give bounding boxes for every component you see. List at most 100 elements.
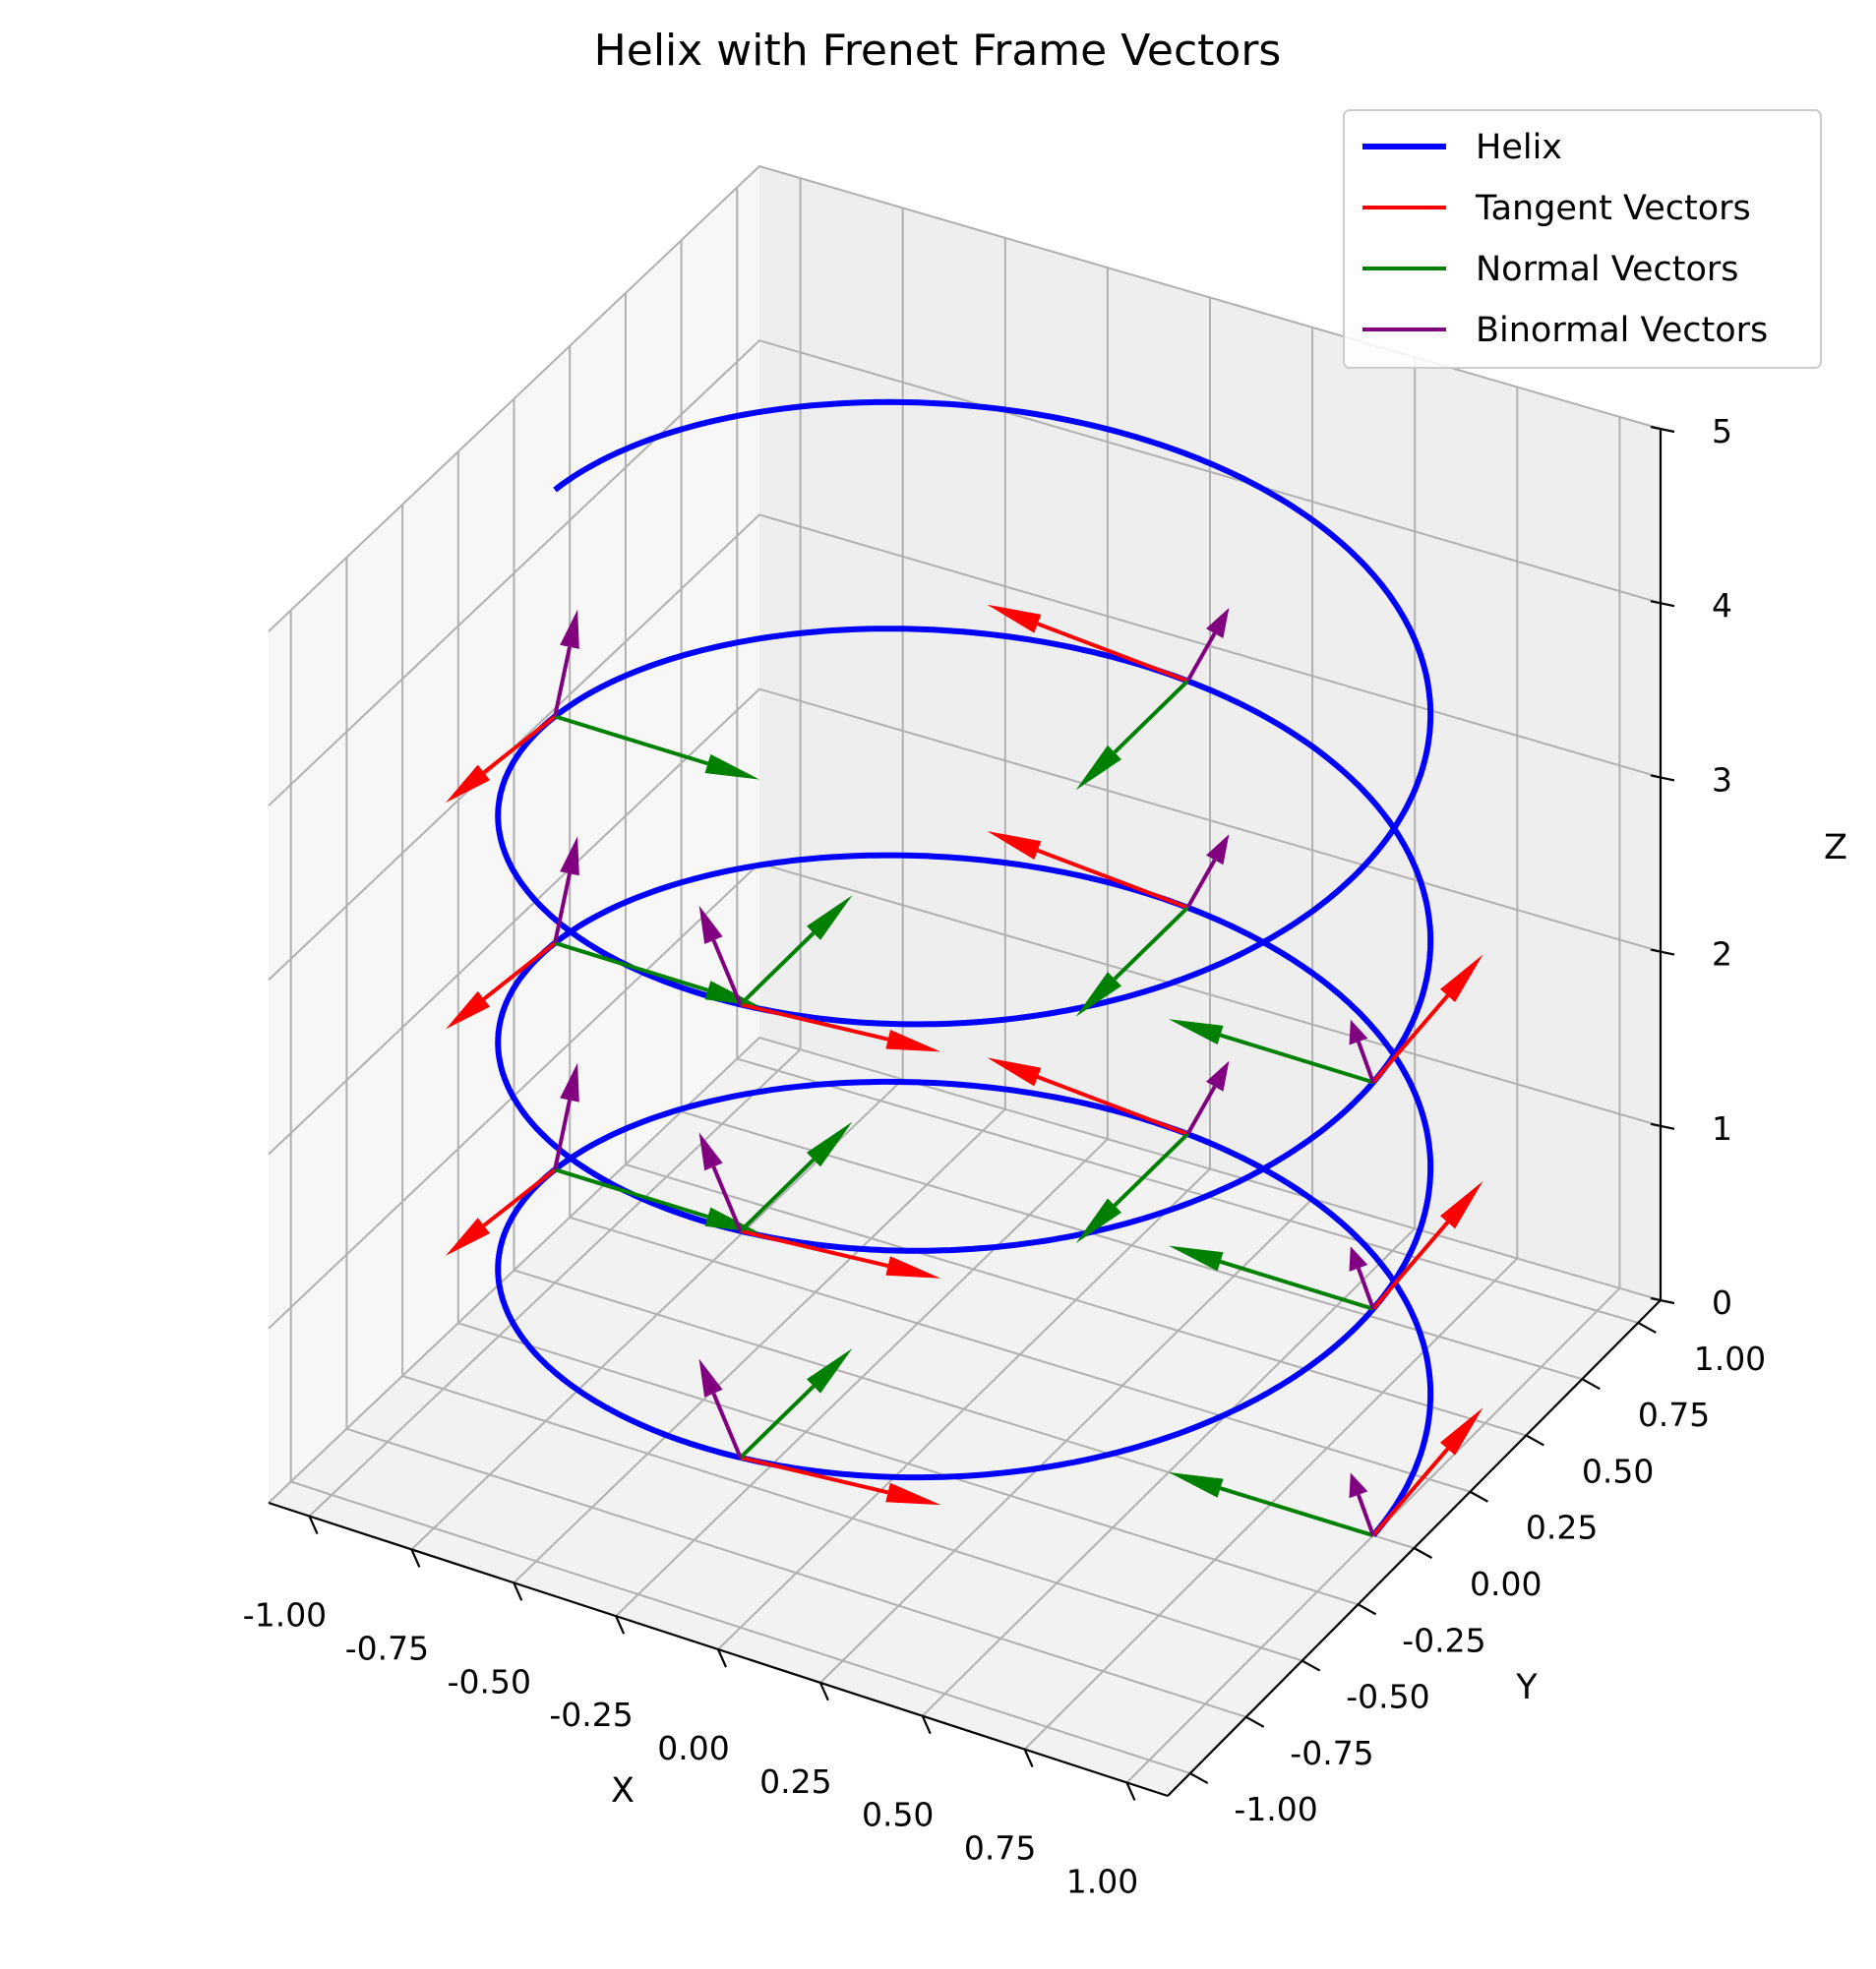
normal-vector-shaft xyxy=(1219,1259,1374,1311)
y-tick-label: 0.25 xyxy=(1526,1509,1598,1547)
tangent-vector-shaft xyxy=(740,1002,889,1042)
y-tick-label: -1.00 xyxy=(1234,1790,1317,1828)
y-tick-label: -0.75 xyxy=(1290,1734,1373,1772)
x-tick-label: 0.25 xyxy=(759,1762,831,1801)
tangent-vector-shaft xyxy=(740,1228,889,1269)
normal-vector-shaft xyxy=(554,940,709,992)
tangent-vector-head xyxy=(987,604,1042,633)
x-axis-label: X xyxy=(611,1771,635,1811)
normal-vector-head xyxy=(1075,1198,1121,1244)
x-tick-mark xyxy=(1125,1782,1136,1801)
tangent-vector-head xyxy=(446,764,491,804)
x-tick-mark xyxy=(308,1516,319,1534)
binormal-vector-shaft xyxy=(1185,859,1217,909)
z-tick-mark xyxy=(1650,774,1675,782)
y-tick-label: -0.25 xyxy=(1402,1621,1485,1659)
tick-labels: -1.00 -0.75 -0.50 -0.25 0.00 0.25 0.50 0.75 1.00… xyxy=(243,412,1766,1901)
plot-area xyxy=(446,398,1483,1538)
binormal-vector-head xyxy=(698,905,723,944)
x-tick-mark xyxy=(921,1715,932,1735)
z-tick-mark xyxy=(1650,1296,1675,1305)
binormal-vector xyxy=(1349,1246,1375,1310)
tangent-vector xyxy=(740,1228,941,1279)
tangent-vector xyxy=(740,1456,941,1506)
normal-vector xyxy=(739,1348,853,1460)
binormal-vector-shaft xyxy=(553,1100,572,1170)
normal-vector-head xyxy=(807,895,853,940)
normal-vector-head xyxy=(1169,1245,1224,1272)
binormal-vector-shaft xyxy=(711,939,743,1006)
binormal-vector xyxy=(553,836,579,944)
z-tick-label: 4 xyxy=(1712,586,1732,625)
normal-vector-shaft xyxy=(1113,1132,1189,1208)
binormal-vector-head xyxy=(1206,608,1230,638)
normal-vector xyxy=(1075,1132,1189,1244)
tangent-vector xyxy=(1371,1181,1483,1311)
legend-box xyxy=(1343,109,1822,369)
z-tick-label: 1 xyxy=(1712,1109,1732,1148)
normal-vector xyxy=(554,714,759,780)
binormal-vector-shaft xyxy=(553,646,572,717)
normal-vector-shaft xyxy=(554,714,709,766)
binormal-vector xyxy=(553,609,579,717)
normal-vector-head xyxy=(1169,1019,1224,1044)
x-tick-mark xyxy=(716,1648,728,1668)
binormal-vector-shaft xyxy=(1357,1267,1375,1310)
legend-tangent-label: Tangent Vectors xyxy=(1475,189,1751,228)
normal-vector-shaft xyxy=(739,1384,816,1460)
binormal-vector-head xyxy=(560,1062,579,1103)
tangent-vector-head xyxy=(1440,1181,1483,1229)
x-tick-label: -1.00 xyxy=(243,1596,327,1635)
axis-lines xyxy=(268,425,1675,1801)
y-tick-label: -0.50 xyxy=(1346,1678,1429,1716)
chart-title: Helix with Frenet Frame Vectors xyxy=(594,26,1282,76)
y-tick-label: 0.00 xyxy=(1470,1565,1542,1603)
binormal-vector xyxy=(698,905,743,1006)
legend-normal-label: Normal Vectors xyxy=(1476,250,1739,289)
grid-line-z xyxy=(268,339,1662,806)
binormal-vector xyxy=(698,1132,743,1232)
grid-line-z xyxy=(268,513,1662,982)
tangent-vector xyxy=(987,604,1189,684)
x-tick-label: -0.75 xyxy=(345,1629,429,1667)
binormal-vector-head xyxy=(560,836,579,876)
tangent-vector xyxy=(446,941,557,1030)
normal-vector xyxy=(1075,906,1189,1017)
binormal-vector-head xyxy=(1349,1472,1368,1499)
normal-vector xyxy=(1075,679,1189,791)
y-tick-mark xyxy=(1525,1434,1544,1447)
y-tick-mark xyxy=(1413,1547,1433,1559)
z-tick-mark xyxy=(1650,948,1675,956)
tangent-vector-head xyxy=(987,831,1042,860)
x-tick-label: 0.00 xyxy=(657,1729,729,1767)
binormal-vector-head xyxy=(1349,1019,1368,1045)
y-tick-mark xyxy=(1245,1715,1265,1728)
tangent-vector-head xyxy=(885,1256,941,1279)
tangent-vector-shaft xyxy=(1037,848,1189,910)
tangent-vector xyxy=(446,714,557,804)
binormal-vector-head xyxy=(1206,1060,1230,1092)
binormal-vector-shaft xyxy=(711,1165,743,1232)
y-tick-mark xyxy=(1637,1321,1657,1334)
normal-vector-shaft xyxy=(739,931,816,1006)
tangent-vector-shaft xyxy=(482,941,557,1001)
normal-vector-head xyxy=(1169,1472,1224,1498)
z-tick-mark xyxy=(1650,1122,1675,1130)
legend-helix-label: Helix xyxy=(1476,128,1562,167)
binormal-vector xyxy=(1185,1060,1230,1136)
binormal-vector-head xyxy=(1206,834,1230,865)
binormal-vector-head xyxy=(698,1358,723,1398)
binormal-vector xyxy=(1185,608,1230,683)
x-tick-mark xyxy=(818,1682,829,1701)
normal-vector-head xyxy=(807,1348,853,1394)
normal-vector-shaft xyxy=(1113,906,1189,981)
z-tick-label: 5 xyxy=(1712,412,1732,450)
x-tick-mark xyxy=(1023,1749,1034,1768)
tangent-vector-head xyxy=(885,1482,941,1506)
normal-vector-shaft xyxy=(1113,679,1189,754)
binormal-vector xyxy=(698,1358,743,1459)
x-tick-label: 1.00 xyxy=(1066,1863,1138,1901)
normal-vector-head xyxy=(1075,972,1121,1017)
tangent-vector-shaft xyxy=(740,1456,889,1495)
z-tick-label: 3 xyxy=(1712,760,1732,799)
